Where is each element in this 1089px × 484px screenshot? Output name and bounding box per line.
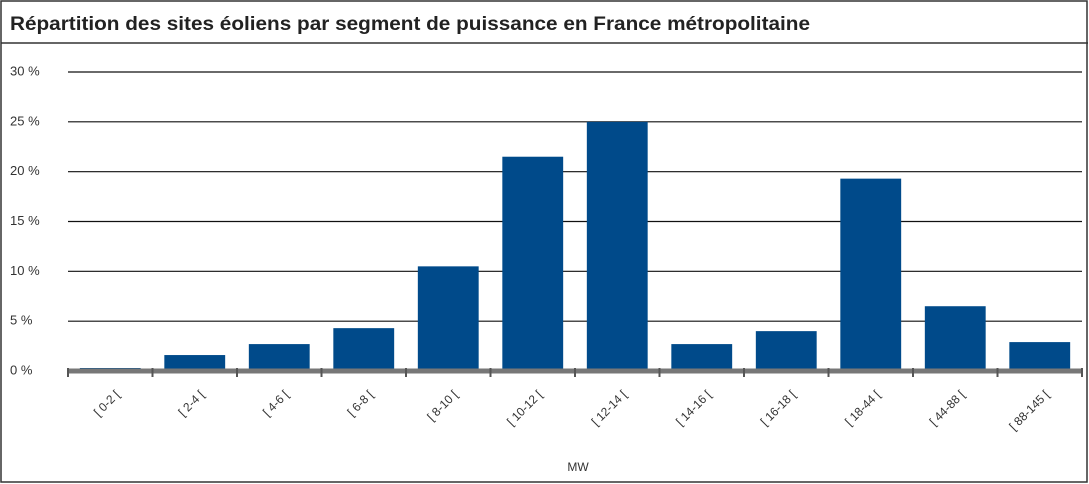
bar	[586, 121, 648, 371]
y-tick-label: 0 %	[10, 362, 33, 377]
bar	[164, 355, 226, 371]
y-tick-label: 10 %	[10, 263, 40, 278]
bar	[1009, 342, 1071, 371]
y-tick-label: 30 %	[10, 63, 40, 78]
bar	[671, 344, 733, 371]
bar	[417, 266, 479, 371]
x-axis-label: MW	[567, 460, 589, 474]
bar	[333, 328, 395, 371]
y-tick-label: 15 %	[10, 213, 40, 228]
y-tick-label: 25 %	[10, 113, 40, 128]
bar	[502, 156, 564, 371]
y-tick-label: 5 %	[10, 313, 33, 328]
bar	[924, 306, 986, 371]
y-tick-label: 20 %	[10, 163, 40, 178]
bar	[248, 344, 310, 371]
chart-title: Répartition des sites éoliens par segmen…	[10, 14, 810, 35]
bar	[755, 331, 817, 371]
bar	[840, 178, 902, 371]
